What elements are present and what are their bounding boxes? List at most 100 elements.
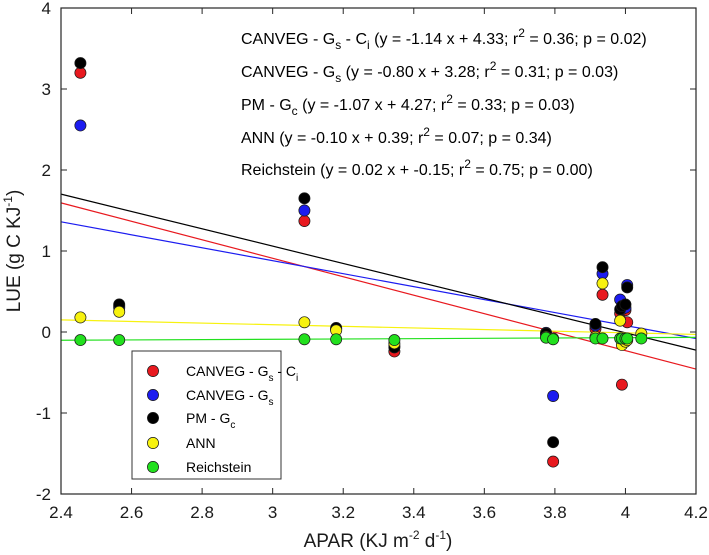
- legend-label-pm_gc: PM - Gc: [186, 410, 235, 431]
- point-reichstein: [388, 334, 401, 347]
- x-tick-label: 2.6: [120, 503, 144, 522]
- fit-annotation: CANVEG - Gs - Ci (y = -1.14 x + 4.33; r2…: [241, 26, 647, 52]
- point-reichstein: [635, 332, 648, 345]
- point-ann: [113, 305, 126, 318]
- text-part: 2: [423, 125, 430, 139]
- text-part: = 0.33; p = 0.03): [453, 97, 575, 114]
- text-part: 2: [518, 26, 525, 40]
- y-tick-label: 2: [42, 161, 51, 180]
- point-canveg_gs: [547, 390, 560, 402]
- text-part: CANVEG - G: [186, 387, 268, 403]
- text-part: Reichstein (y = 0.02 x + -0.15; r: [241, 162, 465, 179]
- point-canveg_gs: [298, 204, 311, 217]
- y-tick-label: 4: [42, 0, 51, 18]
- y-axis-label-end: ): [4, 190, 25, 196]
- text-part: CANVEG - G: [241, 31, 335, 48]
- y-tick-label: 1: [42, 242, 51, 261]
- point-reichstein: [621, 332, 634, 345]
- x-tick-label: 3.6: [473, 503, 497, 522]
- point-pm_gc: [547, 436, 560, 449]
- y-tick-label: -2: [36, 485, 51, 504]
- axis-ticks: 2.4 2.6 2.8 3 3.2 3.4 3.6 3.8 4 4.2 -2 -1 0 1 2 3 4: [36, 0, 708, 522]
- point-pm_gc: [298, 192, 311, 205]
- x-axis-label-sup1: -2: [409, 528, 420, 542]
- x-tick-label: 3.2: [331, 503, 355, 522]
- data-points: [74, 57, 648, 468]
- legend-marker-ann: [147, 437, 159, 449]
- legend-label-canveg_gs_ci: CANVEG - Gs - Ci: [186, 363, 298, 384]
- point-pm_gc: [589, 317, 602, 330]
- text-part: c: [230, 420, 235, 431]
- point-canveg_gs_ci: [547, 455, 560, 468]
- text-part: (y = -0.80 x + 3.28; r: [341, 64, 490, 81]
- text-part: (y = -1.14 x + 4.33; r: [370, 31, 519, 48]
- x-tick-label: 3.4: [402, 503, 426, 522]
- text-part: ANN (y = -0.10 x + 0.39; r: [241, 130, 424, 147]
- fit-annotation: Reichstein (y = 0.02 x + -0.15; r2 = 0.7…: [241, 157, 593, 179]
- text-part: s: [335, 71, 341, 85]
- y-axis-label-text: LUE (g C KJ: [4, 207, 25, 313]
- point-ann: [74, 311, 87, 324]
- y-axis-label-sup: -1: [1, 196, 15, 207]
- x-axis-label-text: APAR (KJ m: [304, 531, 409, 552]
- point-canveg_gs_ci: [298, 215, 311, 227]
- text-part: s: [335, 38, 341, 52]
- point-canveg_gs: [74, 119, 87, 132]
- x-axis-label-mid: d: [420, 531, 436, 552]
- legend-marker-reichstein: [147, 461, 159, 473]
- x-axis-label-sup2: -1: [435, 528, 446, 542]
- legend-marker-canveg_gs: [147, 389, 159, 401]
- text-part: - C: [341, 31, 367, 48]
- point-canveg_gs_ci: [615, 378, 628, 391]
- point-canveg_gs_ci: [596, 288, 609, 301]
- x-axis-label-end: ): [446, 531, 452, 552]
- legend-marker-pm_gc: [147, 412, 159, 424]
- x-tick-label: 4: [621, 503, 630, 522]
- point-ann: [298, 316, 311, 329]
- x-tick-label: 4.2: [684, 503, 708, 522]
- text-part: s: [268, 373, 273, 384]
- legend-marker-canveg_gs_ci: [147, 365, 159, 377]
- text-part: PM - G: [186, 410, 230, 426]
- x-tick-label: 3.8: [543, 503, 567, 522]
- text-part: CANVEG - G: [241, 64, 335, 81]
- series-reichstein: [74, 331, 648, 347]
- text-part: (y = -1.07 x + 4.27; r: [298, 97, 447, 114]
- x-tick-label: 3: [268, 503, 277, 522]
- fit-annotations: CANVEG - Gs - Ci (y = -1.14 x + 4.33; r2…: [241, 26, 647, 179]
- text-part: 2: [490, 59, 497, 73]
- fit-annotation: PM - Gc (y = -1.07 x + 4.27; r2 = 0.33; …: [241, 92, 575, 118]
- fit-line-canveg_gs: [60, 221, 697, 340]
- point-reichstein: [330, 333, 343, 346]
- text-part: s: [268, 397, 273, 408]
- x-tick-label: 2.8: [190, 503, 214, 522]
- point-reichstein: [113, 334, 126, 347]
- text-part: = 0.36; p = 0.02): [525, 31, 647, 48]
- y-tick-label: 0: [42, 323, 51, 342]
- point-reichstein: [547, 333, 560, 346]
- fit-annotation: ANN (y = -0.10 x + 0.39; r2 = 0.07; p = …: [241, 125, 552, 147]
- point-reichstein: [596, 332, 609, 345]
- fit-line-ann: [60, 319, 697, 336]
- fit-line-canveg_gs_ci: [60, 202, 697, 370]
- text-part: c: [292, 104, 298, 118]
- y-tick-label: 3: [42, 80, 51, 99]
- legend-label-canveg_gs: CANVEG - Gs: [186, 387, 273, 408]
- point-ann: [614, 314, 627, 327]
- text-part: 2: [464, 157, 471, 171]
- text-part: = 0.31; p = 0.03): [496, 64, 618, 81]
- text-part: - C: [273, 363, 296, 379]
- y-tick-label: -1: [36, 404, 51, 423]
- fit-lines: [60, 193, 697, 370]
- text-part: i: [296, 373, 298, 384]
- point-pm_gc: [621, 281, 634, 294]
- point-pm_gc: [619, 298, 632, 311]
- text-part: PM - G: [241, 97, 292, 114]
- x-tick-label: 2.4: [49, 503, 73, 522]
- point-ann: [596, 277, 609, 290]
- text-part: i: [367, 38, 370, 52]
- text-part: Reichstein: [186, 459, 251, 475]
- text-part: = 0.75; p = 0.00): [471, 162, 593, 179]
